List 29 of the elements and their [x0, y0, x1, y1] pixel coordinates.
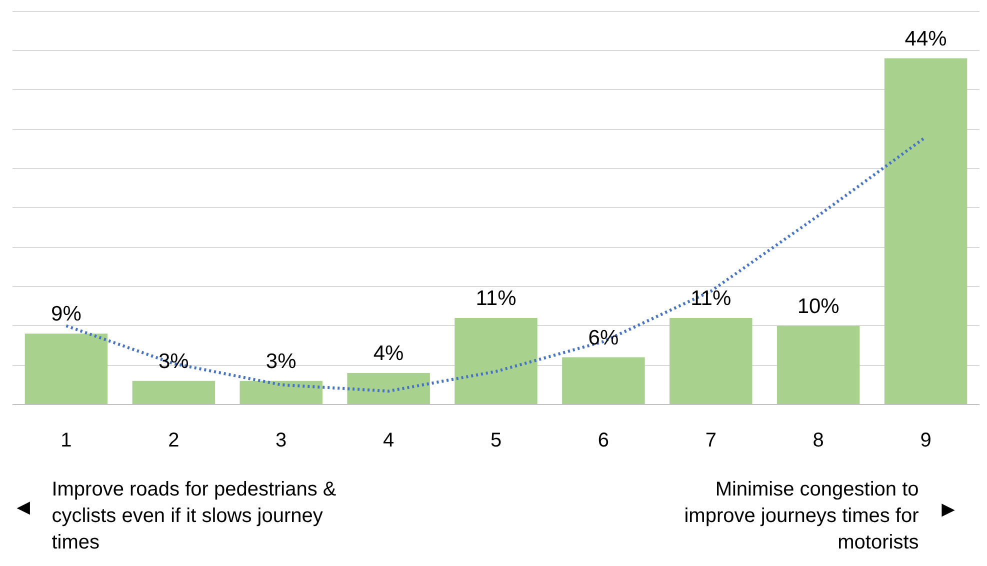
x-tick-label: 9 [920, 430, 932, 452]
data-label: 3% [266, 350, 296, 373]
text: Minimise congestion to improve journeys times for motorists [684, 478, 920, 554]
data-label: 10% [797, 294, 840, 318]
data-label: 11% [476, 286, 516, 310]
bar [884, 58, 968, 404]
bar [132, 380, 216, 404]
x-tick-label: 2 [168, 430, 180, 452]
x-tick-label: 4 [382, 430, 394, 452]
data-label: 4% [373, 342, 404, 366]
x-tick-label: 1 [60, 430, 72, 452]
bar [562, 357, 645, 404]
bar [240, 380, 322, 404]
data-label: 9% [51, 302, 82, 326]
text: ► [937, 496, 960, 522]
x-tick-label: 5 [490, 430, 502, 452]
bar [347, 373, 430, 404]
bar [24, 334, 108, 404]
text: Improve roads for pedestrians & cyclists even if it slows journey times [52, 478, 337, 554]
x-tick-label: 7 [705, 430, 716, 452]
x-tick-label: 8 [812, 430, 824, 452]
text: ◄ [12, 494, 34, 520]
x-tick-label: 6 [598, 430, 610, 452]
data-label: 11% [690, 286, 732, 310]
x-tick-label: 3 [276, 430, 287, 452]
data-label: 44% [904, 27, 947, 50]
bar [454, 318, 538, 404]
bar [670, 318, 752, 404]
bar [776, 326, 860, 404]
